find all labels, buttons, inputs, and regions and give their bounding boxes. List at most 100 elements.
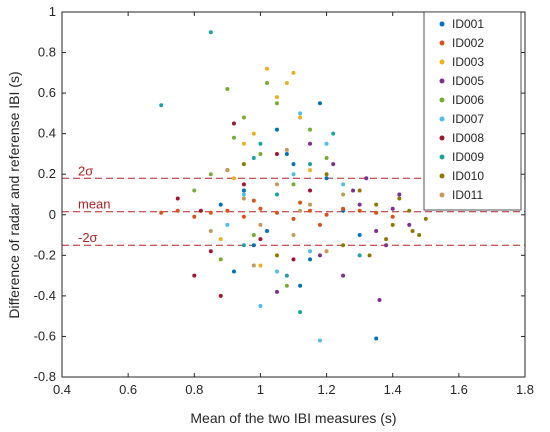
- y-tick-label: 0.2: [38, 166, 56, 181]
- data-point: [291, 172, 296, 177]
- data-point: [417, 233, 422, 238]
- data-point: [251, 131, 256, 136]
- legend-label: ID011: [452, 188, 483, 202]
- data-point: [324, 156, 329, 160]
- y-tick-label: 0.4: [38, 126, 56, 141]
- data-point: [308, 249, 313, 254]
- data-point: [291, 70, 296, 75]
- legend-marker: [439, 192, 445, 198]
- data-point: [423, 216, 428, 221]
- x-tick-label: 1.8: [516, 382, 534, 397]
- data-point: [241, 115, 246, 120]
- data-point: [384, 243, 389, 248]
- data-point: [175, 196, 180, 201]
- legend-label: ID003: [452, 55, 484, 69]
- y-tick-label: -0.6: [34, 328, 56, 343]
- data-point: [397, 196, 402, 201]
- data-point: [218, 202, 223, 207]
- data-point: [192, 214, 197, 219]
- data-point: [159, 103, 164, 108]
- data-point: [390, 206, 395, 211]
- data-points: [159, 30, 428, 343]
- data-point: [231, 121, 236, 126]
- data-point: [274, 289, 279, 294]
- data-point: [218, 257, 223, 262]
- x-tick-label: 0.4: [53, 382, 71, 397]
- reference-line-label: 2σ: [78, 163, 93, 178]
- reference-line-label: mean: [78, 197, 111, 212]
- y-tick-label: 0.6: [38, 85, 56, 100]
- data-point: [208, 229, 213, 233]
- data-point: [298, 283, 303, 288]
- data-point: [308, 188, 313, 193]
- y-axis: -0.8 -0.6 -0.4 -0.2 0 0.2 0.4 0.6 0.8 1: [34, 4, 525, 384]
- data-point: [341, 182, 346, 187]
- x-axis: 0.4 0.6 0.8 1 1.2 1.4 1.6 1.8: [53, 12, 534, 397]
- data-point: [374, 336, 379, 341]
- data-point: [324, 141, 329, 146]
- data-point: [159, 210, 164, 215]
- data-point: [308, 257, 313, 262]
- data-point: [390, 214, 395, 219]
- data-point: [317, 253, 322, 258]
- y-tick-label: -0.4: [34, 288, 56, 303]
- data-point: [274, 192, 279, 197]
- data-point: [274, 269, 279, 274]
- data-point: [298, 200, 303, 205]
- data-point: [324, 176, 329, 181]
- data-point: [225, 168, 230, 173]
- data-point: [331, 131, 336, 136]
- y-axis-label: Difference of radar and referense IBI (s…: [6, 71, 22, 318]
- legend-label: ID005: [452, 74, 484, 88]
- data-point: [284, 273, 289, 278]
- y-tick-label: 0.8: [38, 45, 56, 60]
- data-point: [341, 243, 346, 248]
- x-axis-label: Mean of the two IBI measures (s): [190, 410, 396, 426]
- data-point: [241, 192, 246, 197]
- data-point: [265, 66, 270, 71]
- data-point: [357, 188, 362, 193]
- data-point: [291, 182, 296, 187]
- x-tick-label: 0.6: [119, 382, 137, 397]
- data-point: [251, 156, 256, 160]
- data-point: [324, 249, 329, 254]
- data-point: [225, 222, 230, 227]
- axes-box: [61, 11, 526, 378]
- legend-label: ID001: [452, 17, 484, 31]
- data-point: [390, 222, 395, 227]
- x-tick-label: 1.6: [450, 382, 468, 397]
- legend-label: ID010: [452, 169, 484, 183]
- y-tick-label: 0: [49, 207, 56, 222]
- data-point: [384, 237, 389, 242]
- data-point: [241, 141, 246, 146]
- data-point: [258, 206, 263, 211]
- data-point: [265, 229, 270, 233]
- data-point: [308, 141, 313, 146]
- data-point: [357, 253, 362, 258]
- data-point: [317, 101, 322, 106]
- data-point: [284, 283, 289, 288]
- data-point: [258, 141, 263, 146]
- data-point: [208, 172, 213, 177]
- data-point: [357, 202, 362, 207]
- x-tick-label: 1: [257, 382, 264, 397]
- data-point: [225, 208, 230, 213]
- data-point: [258, 151, 263, 156]
- legend-label: ID009: [452, 150, 484, 164]
- data-point: [198, 208, 203, 213]
- y-tick-label: -0.2: [34, 247, 56, 262]
- data-point: [298, 111, 303, 116]
- legend-marker: [439, 97, 445, 103]
- x-tick-label: 1.4: [384, 382, 402, 397]
- data-point: [374, 229, 379, 233]
- data-point: [231, 269, 236, 274]
- data-point: [407, 222, 412, 227]
- reference-lines: 2σ mean -2σ: [62, 163, 525, 246]
- legend-label: ID002: [452, 36, 484, 50]
- data-point: [251, 243, 256, 248]
- data-point: [331, 162, 336, 167]
- legend-marker: [439, 40, 445, 46]
- data-point: [274, 253, 279, 258]
- data-point: [367, 253, 372, 258]
